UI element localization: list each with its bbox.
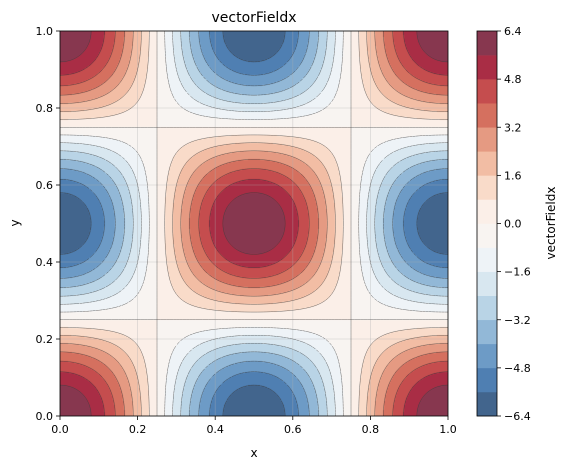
y-axis: 0.0 0.2 0.4 0.6 0.8 1.0	[36, 25, 60, 423]
y-tick-label: 0.2	[36, 333, 54, 346]
y-tick-label: 1.0	[36, 25, 54, 38]
colorbar-band	[477, 103, 497, 128]
colorbar-band	[477, 295, 497, 321]
colorbar-tick-label: −3.2	[504, 314, 531, 327]
contour-line	[59, 30, 449, 417]
colorbar-band	[477, 55, 497, 80]
colorbar-band	[477, 199, 497, 224]
colorbar-band	[477, 127, 497, 152]
contour-line	[60, 31, 448, 416]
colorbar-band	[477, 175, 497, 200]
colorbar-band	[477, 391, 497, 417]
x-tick-label: 0.4	[206, 423, 224, 436]
x-tick-label: 0.6	[284, 423, 302, 436]
colorbar-tick-label: −1.6	[504, 266, 531, 279]
plot-frame	[59, 30, 449, 417]
y-tick-label: 0.8	[36, 102, 54, 115]
contour-line	[59, 30, 449, 417]
colorbar-label: vectorFieldx	[544, 187, 558, 260]
colorbar-band	[477, 271, 497, 296]
plot-area	[59, 30, 449, 417]
contour-lines	[59, 30, 449, 417]
contour-line	[59, 30, 449, 417]
x-axis: 0.0 0.2 0.4 0.6 0.8 1.0	[51, 416, 457, 436]
y-tick-label: 0.0	[36, 410, 54, 423]
colorbar-tick-label: 1.6	[504, 169, 522, 182]
contour-line	[59, 30, 449, 417]
contour-line	[59, 30, 449, 417]
contour-line	[59, 30, 449, 417]
colorbar-band	[477, 247, 497, 272]
colorbar-band	[477, 79, 497, 104]
x-tick-label: 0.8	[362, 423, 380, 436]
colorbar-tick-label: −4.8	[504, 362, 531, 375]
colorbar-tick-label: 4.8	[504, 73, 522, 86]
colorbar-band	[477, 223, 497, 248]
contour-line	[59, 30, 449, 417]
contour-line	[59, 30, 449, 417]
colorbar-band	[477, 151, 497, 176]
contour-fill	[60, 31, 448, 416]
colorbar-tick-label: 6.4	[504, 25, 522, 38]
x-tick-label: 1.0	[439, 423, 457, 436]
contour-line	[59, 30, 449, 417]
x-axis-label: x	[250, 446, 257, 460]
colorbar: 6.4 4.8 3.2 1.6 0.0 −1.6 −3.2 −4.8 −6.4	[476, 25, 531, 423]
contour-line	[59, 30, 449, 417]
contour-line	[59, 30, 449, 417]
y-axis-label: y	[8, 219, 22, 226]
colorbar-band	[477, 343, 497, 369]
colorbar-tick-label: 0.0	[504, 218, 522, 231]
contour-line	[59, 30, 449, 417]
colorbar-tick-label: −6.4	[504, 410, 531, 423]
contour-line	[59, 30, 449, 417]
x-tick-label: 0.0	[51, 423, 69, 436]
chart-title: vectorFieldx	[211, 10, 296, 26]
colorbar-band	[477, 367, 497, 393]
y-tick-label: 0.6	[36, 179, 54, 192]
contour-line	[59, 30, 449, 417]
colorbar-tick-label: 3.2	[504, 121, 522, 134]
colorbar-band	[477, 319, 497, 345]
y-tick-label: 0.4	[36, 256, 54, 269]
x-tick-label: 0.2	[129, 423, 147, 436]
colorbar-band	[477, 31, 497, 56]
